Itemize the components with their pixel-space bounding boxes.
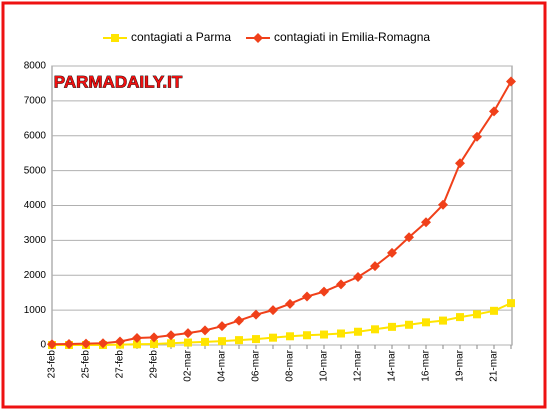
x-tick-label: 29-feb (149, 350, 160, 379)
x-tick-label: 10-mar (319, 349, 330, 381)
point (404, 232, 414, 243)
point (47, 339, 57, 350)
point (252, 335, 260, 344)
point (111, 34, 119, 42)
point (150, 339, 158, 348)
point (319, 286, 329, 297)
point (473, 310, 481, 319)
point (438, 199, 448, 210)
point (64, 338, 74, 349)
y-tick-label: 5000 (24, 165, 47, 176)
point (285, 298, 295, 309)
point (302, 291, 312, 302)
point (353, 271, 363, 282)
x-tick-label: 21-mar (489, 349, 500, 381)
point (98, 338, 108, 349)
point (167, 339, 175, 348)
y-tick-label: 0 (40, 340, 46, 351)
x-tick-label: 27-feb (115, 350, 126, 379)
x-tick-label: 19-mar (455, 349, 466, 381)
point (149, 332, 159, 343)
point (421, 217, 431, 228)
point (387, 247, 397, 258)
y-tick-label: 2000 (24, 270, 47, 281)
point (218, 337, 226, 346)
point (507, 299, 515, 308)
point (354, 327, 362, 336)
point (337, 329, 345, 338)
y-tick-label: 4000 (24, 200, 47, 211)
x-tick-label: 25-feb (81, 350, 92, 379)
legend-label: contagiati in Emilia-Romagna (274, 30, 430, 44)
point (253, 33, 263, 43)
y-tick-label: 3000 (24, 235, 47, 246)
legend-label: contagiati a Parma (131, 30, 231, 44)
point (133, 340, 141, 349)
x-tick-label: 04-mar (217, 349, 228, 381)
point (235, 336, 243, 345)
x-tick-label: 08-mar (285, 349, 296, 381)
point (200, 325, 210, 336)
x-tick-label: 23-feb (47, 350, 58, 379)
point (422, 318, 430, 327)
series-line (51, 81, 512, 346)
point (166, 330, 176, 341)
point (81, 338, 91, 349)
x-tick-label: 06-mar (251, 349, 262, 381)
point (472, 131, 482, 142)
y-tick-label: 1000 (24, 305, 47, 316)
point (506, 76, 516, 87)
point (320, 330, 328, 339)
x-tick-label: 14-mar (387, 349, 398, 381)
point (217, 321, 227, 332)
series-line (52, 302, 512, 346)
point (489, 106, 499, 117)
y-tick-label: 8000 (24, 61, 47, 72)
point (490, 306, 498, 315)
y-tick-label: 7000 (24, 96, 47, 107)
point (388, 322, 396, 331)
point (303, 331, 311, 340)
point (268, 305, 278, 316)
point (269, 333, 277, 342)
point (456, 313, 464, 322)
watermark: PARMADAILY.IT (54, 72, 183, 91)
point (184, 338, 192, 347)
x-tick-label: 16-mar (421, 349, 432, 381)
point (370, 261, 380, 272)
point (115, 336, 125, 347)
point (336, 279, 346, 290)
point (201, 337, 209, 346)
x-tick-label: 02-mar (183, 349, 194, 381)
point (132, 333, 142, 344)
point (439, 316, 447, 325)
point (234, 315, 244, 326)
point (455, 158, 465, 169)
y-tick-label: 6000 (24, 130, 47, 141)
x-tick-label: 12-mar (353, 349, 364, 381)
point (371, 325, 379, 334)
point (183, 328, 193, 339)
point (251, 309, 261, 320)
point (405, 320, 413, 329)
point (286, 332, 294, 341)
